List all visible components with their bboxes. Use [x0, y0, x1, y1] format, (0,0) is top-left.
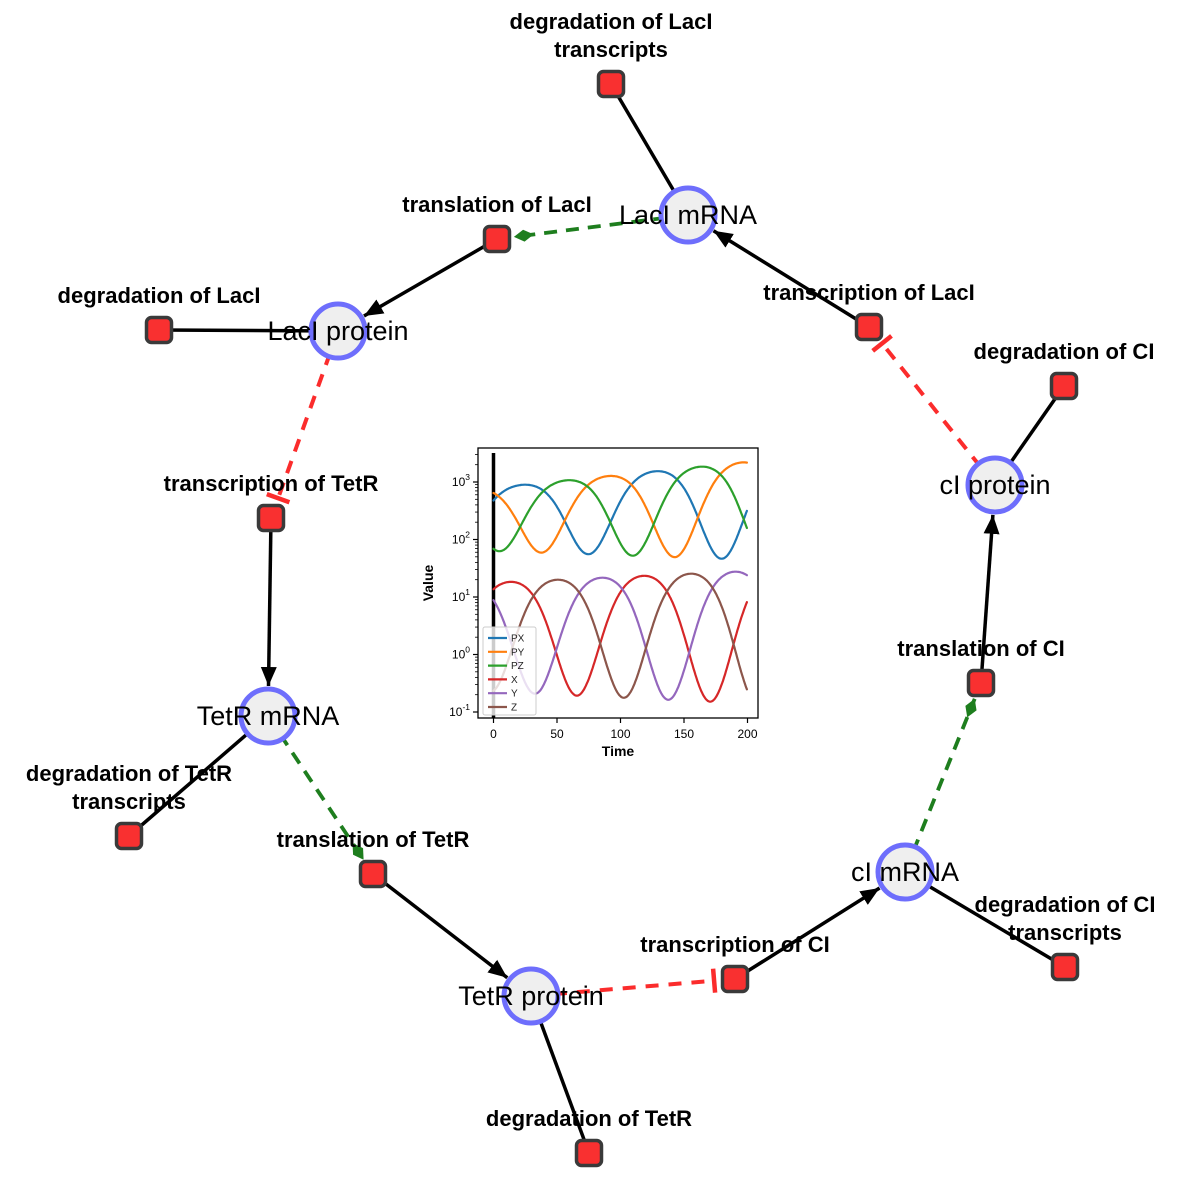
reaction-node-transcription_tetr [256, 503, 286, 533]
reaction-label-deg_ci-line0: degradation of CI [974, 339, 1155, 364]
reaction-node-deg_tetr_transcripts [114, 821, 144, 851]
edge-production-translation_ci-to-ci_protein [979, 514, 1000, 684]
chart-series-Z [492, 572, 748, 699]
reaction-label-deg_tetr_transcripts-line1: transcripts [72, 789, 186, 814]
chart-series-PY [492, 461, 748, 559]
legend-label-Y: Y [511, 689, 518, 700]
legend-label-X: X [511, 675, 518, 686]
y-tick-label: 100 [452, 645, 470, 662]
chart-series-PZ [492, 465, 748, 557]
edge-consumption-laci_protein-to-deg_laci [158, 328, 339, 333]
x-tick-label: 200 [737, 727, 757, 741]
reaction-label-deg_laci_transcripts-line1: transcripts [554, 37, 668, 62]
reaction-label-transcription_ci-line0: transcription of CI [640, 932, 829, 957]
reaction-label-deg_laci_transcripts-line0: degradation of LacI [510, 9, 713, 34]
species-label-ci_mrna: cI mRNA [851, 857, 959, 887]
x-tick-label: 50 [550, 727, 564, 741]
edge-inhibition-laci_protein-to-transcription_tetr [266, 330, 340, 505]
species-node-laci_protein [308, 301, 368, 361]
reaction-label-deg_tetr-line0: degradation of TetR [486, 1106, 692, 1131]
y-tick-label: 102 [452, 530, 470, 547]
reaction-label-deg_ci_transcripts-line1: transcripts [1008, 920, 1122, 945]
edge-production-transcription_laci-to-laci_mrna [712, 229, 870, 329]
species-node-laci_mrna [658, 185, 718, 245]
y-tick-label: 101 [452, 587, 470, 604]
legend-label-PX: PX [511, 634, 525, 645]
species-label-laci_protein: LacI protein [267, 316, 408, 346]
species-label-tetr_mrna: TetR mRNA [197, 701, 340, 731]
reaction-node-translation_laci [482, 224, 512, 254]
edge-consumption-ci_mrna-to-deg_ci_transcripts [904, 870, 1066, 969]
nodes-layer [114, 69, 1080, 1168]
reaction-node-translation_tetr [358, 859, 388, 889]
species-node-ci_mrna [875, 842, 935, 902]
edge-modifier-ci_mrna-to-translation_ci [903, 698, 977, 873]
reaction-node-transcription_ci [720, 964, 750, 994]
y-tick-label: 103 [452, 472, 470, 489]
reaction-node-deg_ci [1049, 371, 1079, 401]
chart-series-X [492, 574, 748, 703]
edge-production-translation_laci-to-laci_protein [363, 237, 498, 318]
reaction-label-deg_tetr_transcripts-line0: degradation of TetR [26, 761, 232, 786]
reaction-label-deg_ci_transcripts-line0: degradation of CI [975, 892, 1156, 917]
reaction-node-deg_laci [144, 315, 174, 345]
legend-label-PZ: PZ [511, 661, 524, 672]
inset-timecourse-chart: 10-1 100 101 102 103 0 50 100 150 200 Time Value PX P… [420, 447, 759, 759]
reaction-node-deg_laci_transcripts [596, 69, 626, 99]
species-label-ci_protein: cI protein [939, 470, 1050, 500]
y-axis-label: Value [420, 565, 436, 602]
chart-axes-box [477, 447, 759, 719]
edge-inhibition-ci_protein-to-transcription_laci [871, 334, 997, 487]
chart-legend-box [482, 626, 537, 716]
reaction-node-transcription_laci [854, 312, 884, 342]
reaction-label-translation_tetr-line0: translation of TetR [277, 827, 470, 852]
species-node-ci_protein [965, 455, 1025, 515]
x-tick-label: 150 [674, 727, 694, 741]
edge-production-transcription_tetr-to-tetr_mrna [260, 517, 277, 687]
x-tick-label: 0 [490, 727, 497, 741]
y-tick-label: 10-1 [449, 702, 470, 719]
species-node-tetr_mrna [238, 686, 298, 746]
legend-label-PY: PY [511, 647, 525, 658]
species-label-tetr_protein: TetR protein [458, 981, 604, 1011]
edge-inhibition-tetr_protein-to-transcription_ci [530, 968, 718, 998]
legend-label-Z: Z [511, 703, 517, 714]
labels-layer: LacI mRNA LacI protein cI protein TetR mRNA… [26, 9, 1156, 1131]
species-node-tetr_protein [501, 966, 561, 1026]
edge-consumption-tetr_mrna-to-deg_tetr_transcripts [127, 714, 270, 838]
x-axis-label: Time [602, 743, 635, 759]
reaction-node-deg_ci_transcripts [1050, 952, 1080, 982]
edge-production-transcription_ci-to-ci_mrna [734, 886, 881, 981]
reaction-label-deg_laci-line0: degradation of LacI [58, 283, 261, 308]
reaction-label-translation_ci-line0: translation of CI [897, 636, 1064, 661]
reaction-label-transcription_tetr-line0: transcription of TetR [164, 471, 379, 496]
reaction-label-translation_laci-line0: translation of LacI [402, 192, 591, 217]
reaction-node-translation_ci [966, 668, 996, 698]
x-tick-label: 100 [610, 727, 630, 741]
reaction-label-transcription_laci-line0: transcription of LacI [763, 280, 974, 305]
species-label-laci_mrna: LacI mRNA [619, 200, 757, 230]
chart-series-PX [492, 470, 748, 560]
edge-production-translation_tetr-to-tetr_protein [371, 872, 509, 980]
reaction-node-deg_tetr [574, 1138, 604, 1168]
